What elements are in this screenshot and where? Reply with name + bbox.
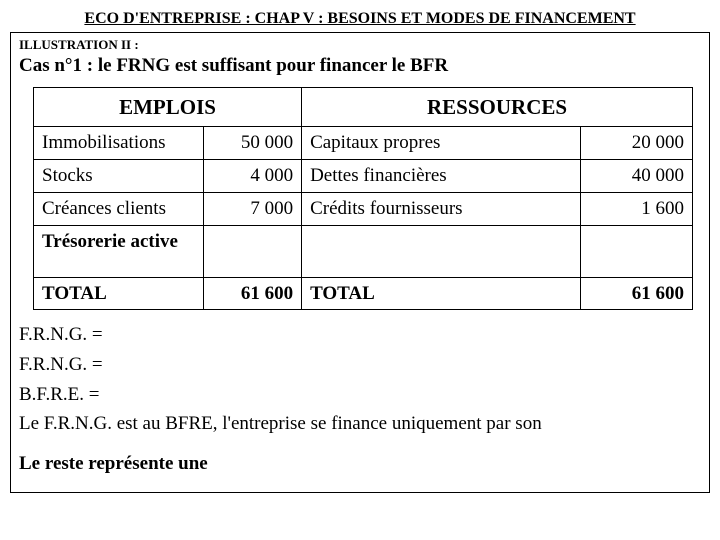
cell-res-val: 61 600 [581,277,693,310]
cell-res-label: TOTAL [302,277,581,310]
table-row-total: TOTAL 61 600 TOTAL 61 600 [34,277,693,310]
balance-table: EMPLOIS RESSOURCES Immobilisations 50 00… [33,87,693,310]
cell-emp-val [203,225,301,277]
cell-res-label: Dettes financières [302,160,581,193]
cell-res-label [302,225,581,277]
note-line-bold: Le reste représente une [19,451,701,477]
cell-emp-label: Immobilisations [34,127,204,160]
cell-emp-label: Trésorerie active [34,225,204,277]
note-line: F.R.N.G. = [19,352,701,378]
cell-res-label: Capitaux propres [302,127,581,160]
table-header-row: EMPLOIS RESSOURCES [34,88,693,127]
cell-res-val: 1 600 [581,192,693,225]
note-line: B.F.R.E. = [19,382,701,408]
table-row: Stocks 4 000 Dettes financières 40 000 [34,160,693,193]
note-line: Le F.R.N.G. est au BFRE, l'entreprise se… [19,411,701,437]
cell-res-val: 40 000 [581,160,693,193]
page-title: ECO D'ENTREPRISE : CHAP V : BESOINS ET M… [10,10,710,28]
cell-res-val [581,225,693,277]
cell-emp-label: Stocks [34,160,204,193]
content-frame: ILLUSTRATION II : Cas n°1 : le FRNG est … [10,32,710,493]
cell-emp-val: 4 000 [203,160,301,193]
note-line: F.R.N.G. = [19,322,701,348]
cell-emp-label: TOTAL [34,277,204,310]
cell-emp-val: 7 000 [203,192,301,225]
cell-emp-val: 61 600 [203,277,301,310]
cell-emp-label: Créances clients [34,192,204,225]
cell-res-label: Crédits fournisseurs [302,192,581,225]
header-ressources: RESSOURCES [302,88,693,127]
cell-res-val: 20 000 [581,127,693,160]
notes-block: F.R.N.G. = F.R.N.G. = B.F.R.E. = Le F.R.… [19,322,701,476]
table-row-tresorerie: Trésorerie active [34,225,693,277]
case-title: Cas n°1 : le FRNG est suffisant pour fin… [19,55,701,77]
cell-emp-val: 50 000 [203,127,301,160]
header-emplois: EMPLOIS [34,88,302,127]
table-row: Créances clients 7 000 Crédits fournisse… [34,192,693,225]
illustration-label: ILLUSTRATION II : [19,37,701,53]
table-row: Immobilisations 50 000 Capitaux propres … [34,127,693,160]
